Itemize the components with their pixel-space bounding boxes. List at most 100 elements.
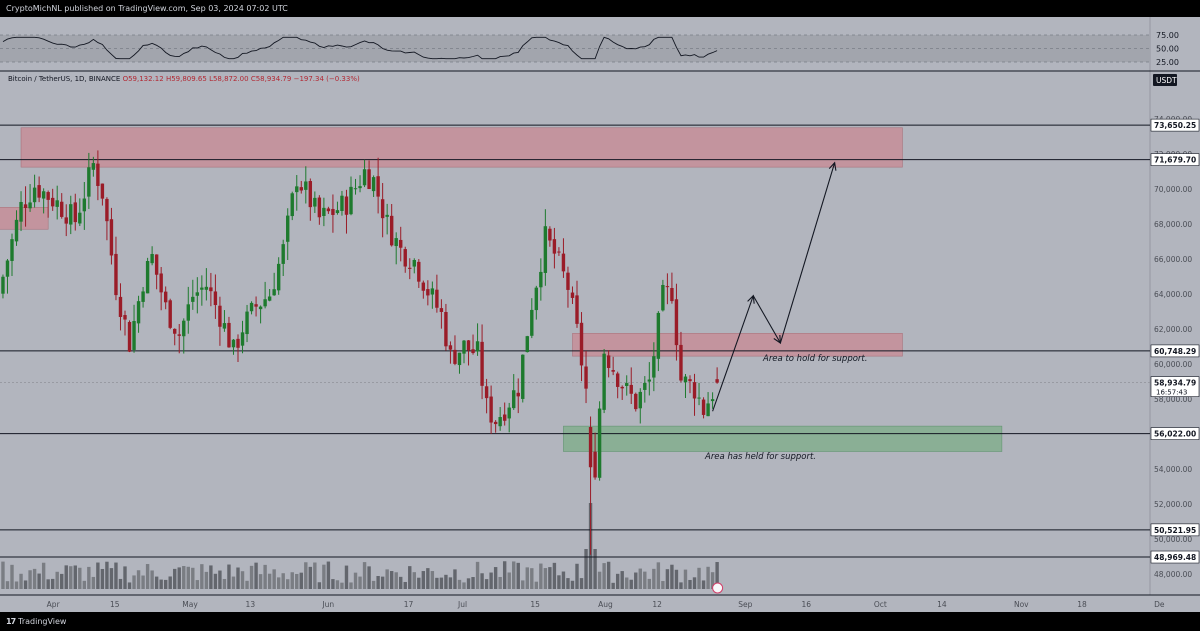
volume-bar-141 xyxy=(638,568,642,589)
candle-body-129 xyxy=(584,366,588,389)
price-chart[interactable]: 75.00 50.00 25.00 Area to hold for support.… xyxy=(0,17,1200,612)
candle-body-77 xyxy=(349,186,353,215)
volume-bar-34 xyxy=(154,576,159,589)
candle-body-87 xyxy=(394,238,398,247)
symbol-legend: Bitcoin / TetherUS, 1D, BINANCE O59,132.… xyxy=(8,75,360,83)
time-tick-0: Apr xyxy=(47,600,61,609)
candle-body-20 xyxy=(91,163,96,170)
candle-body-36 xyxy=(163,291,168,303)
candle-body-10 xyxy=(46,192,50,200)
volume-bar-114 xyxy=(516,562,520,589)
candle-body-33 xyxy=(150,253,154,264)
volume-bar-55 xyxy=(249,565,254,589)
candle-body-71 xyxy=(322,207,326,216)
rsi-tick-upper: 75.00 xyxy=(1156,31,1179,40)
tradingview-logo[interactable]: 17 TradingView xyxy=(6,612,66,631)
volume-bar-126 xyxy=(570,580,575,589)
volume-bar-18 xyxy=(82,580,87,589)
volume-bar-89 xyxy=(403,581,407,589)
candle-body-102 xyxy=(462,340,466,354)
price-tick-12: 48,000.00 xyxy=(1154,570,1192,579)
volume-bar-50 xyxy=(227,564,231,589)
level-label-0: 73,650.25 xyxy=(1154,121,1196,130)
candle-body-8 xyxy=(37,185,41,198)
candle-body-61 xyxy=(276,263,281,291)
candle-body-124 xyxy=(561,253,566,272)
candle-body-95 xyxy=(430,288,435,295)
volume-bar-131 xyxy=(593,549,597,589)
candle-body-123 xyxy=(557,251,561,253)
candle-body-128 xyxy=(579,322,584,366)
candle-body-70 xyxy=(317,197,322,218)
volume-bar-24 xyxy=(109,568,114,589)
volume-bar-39 xyxy=(177,567,181,589)
volume-bar-99 xyxy=(448,577,453,589)
volume-bar-68 xyxy=(308,566,313,589)
volume-bar-145 xyxy=(656,562,661,589)
candle-body-140 xyxy=(634,393,638,410)
volume-bar-125 xyxy=(566,578,570,589)
volume-bar-144 xyxy=(652,568,656,589)
volume-bar-1 xyxy=(5,581,10,589)
volume-bar-101 xyxy=(457,579,462,589)
volume-bar-3 xyxy=(14,581,19,589)
volume-bar-119 xyxy=(539,563,543,589)
candle-body-1 xyxy=(5,260,10,277)
volume-bar-42 xyxy=(191,567,195,589)
volume-bar-44 xyxy=(200,564,204,589)
volume-bar-12 xyxy=(55,571,59,589)
candle-body-81 xyxy=(367,169,371,189)
rsi-line xyxy=(2,36,718,60)
volume-bar-43 xyxy=(195,580,200,589)
level-label-box-3 xyxy=(1150,427,1200,440)
candle-body-143 xyxy=(647,379,652,382)
candle-body-82 xyxy=(371,177,376,192)
volume-bar-118 xyxy=(534,581,539,589)
candle-body-132 xyxy=(597,408,602,478)
volume-bar-79 xyxy=(358,576,362,589)
volume-bar-97 xyxy=(439,577,444,589)
level-label-box-2 xyxy=(1150,344,1200,358)
volume-bar-40 xyxy=(182,566,186,589)
volume-bar-83 xyxy=(376,576,380,589)
candle-body-116 xyxy=(525,336,529,353)
candle-body-90 xyxy=(408,267,412,269)
level-label-box-5 xyxy=(1150,550,1200,564)
volume-bar-94 xyxy=(426,568,430,589)
level-labels: 73,650.25 71,679.70 60,748.29 56,022.00 50,5… xyxy=(1150,118,1200,564)
candle-body-104 xyxy=(471,349,475,354)
candle-body-4 xyxy=(19,201,23,222)
time-tick-13: 14 xyxy=(937,600,947,609)
volume-bar-152 xyxy=(688,579,692,589)
volume-bar-17 xyxy=(78,567,82,589)
time-ticks: Apr 15 May 13 Jun 17 Jul 15 Aug 12 Sep 16 Oct 14 Nov 18… xyxy=(47,600,1165,609)
candle-body-99 xyxy=(448,345,453,350)
path-arrowhead-2 xyxy=(828,161,837,171)
candle-body-49 xyxy=(222,323,227,329)
ohlc-low: L58,872.00 xyxy=(209,75,249,83)
candle-body-38 xyxy=(173,328,177,334)
candle-body-146 xyxy=(661,284,665,311)
volume-bar-139 xyxy=(629,579,633,589)
time-tick-14: Nov xyxy=(1014,600,1029,609)
price-tick-6: 62,000.00 xyxy=(1154,325,1192,334)
candle-body-154 xyxy=(697,397,701,399)
volume-bar-48 xyxy=(218,570,222,589)
volume-bar-140 xyxy=(634,572,638,589)
candle-body-67 xyxy=(304,181,308,190)
candle-body-91 xyxy=(412,260,416,267)
volume-bar-74 xyxy=(335,580,340,589)
volume-bar-38 xyxy=(173,568,177,589)
candle-body-22 xyxy=(100,183,105,199)
volume-bar-157 xyxy=(710,572,715,589)
volume-bar-92 xyxy=(417,577,421,589)
candle-body-31 xyxy=(141,291,145,302)
current-price-box xyxy=(1150,376,1200,397)
candle-body-107 xyxy=(484,386,489,399)
candle-body-125 xyxy=(566,272,570,290)
candle-body-110 xyxy=(498,417,502,427)
volume-bar-15 xyxy=(69,566,73,589)
price-tick-9: 54,000.00 xyxy=(1154,465,1192,474)
current-price-label: 58,934.79 xyxy=(1154,379,1196,388)
volume-bar-7 xyxy=(32,568,37,589)
